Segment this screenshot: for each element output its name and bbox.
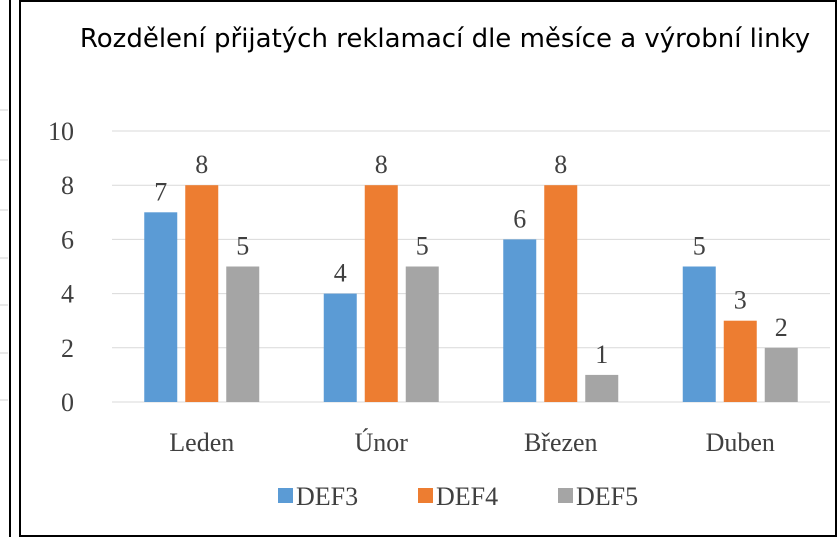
bar — [405, 266, 439, 402]
data-label: 8 — [195, 150, 208, 179]
data-label: 5 — [693, 232, 706, 261]
bar — [185, 185, 219, 402]
y-tick-label: 0 — [61, 388, 74, 417]
data-label: 6 — [513, 204, 526, 233]
data-label: 5 — [416, 232, 429, 261]
legend-label: DEF3 — [296, 482, 358, 511]
bar — [144, 212, 178, 402]
data-label: 7 — [154, 177, 167, 206]
legend-swatch — [278, 488, 293, 503]
bar — [585, 374, 619, 402]
x-tick-label: Leden — [169, 428, 234, 457]
bar — [226, 266, 260, 402]
bar — [503, 239, 537, 402]
data-label: 2 — [775, 313, 788, 342]
legend-label: DEF4 — [436, 482, 498, 511]
data-label: 8 — [375, 150, 388, 179]
neighbor-ticks — [0, 109, 8, 401]
bar — [323, 293, 357, 402]
bar — [764, 347, 798, 402]
data-label: 3 — [734, 286, 747, 315]
x-tick-label: Březen — [524, 428, 598, 457]
data-label: 5 — [236, 232, 249, 261]
bar — [544, 185, 578, 402]
y-tick-label: 10 — [48, 117, 74, 146]
data-label: 1 — [595, 340, 608, 369]
legend-swatch — [418, 488, 433, 503]
y-tick-label: 4 — [61, 280, 74, 309]
y-tick-label: 6 — [61, 225, 74, 254]
x-tick-label: Duben — [706, 428, 775, 457]
x-tick-label: Únor — [355, 428, 409, 457]
bar — [723, 320, 757, 402]
y-tick-label: 8 — [61, 171, 74, 200]
legend-label: DEF5 — [576, 482, 638, 511]
data-label: 4 — [334, 259, 347, 288]
chart-border — [19, 0, 837, 537]
bar — [682, 266, 716, 402]
y-tick-label: 2 — [61, 334, 74, 363]
bar — [364, 185, 398, 402]
legend-swatch — [558, 488, 573, 503]
data-label: 8 — [554, 150, 567, 179]
chart-title: Rozdělení přijatých reklamací dle měsíce… — [79, 24, 811, 54]
